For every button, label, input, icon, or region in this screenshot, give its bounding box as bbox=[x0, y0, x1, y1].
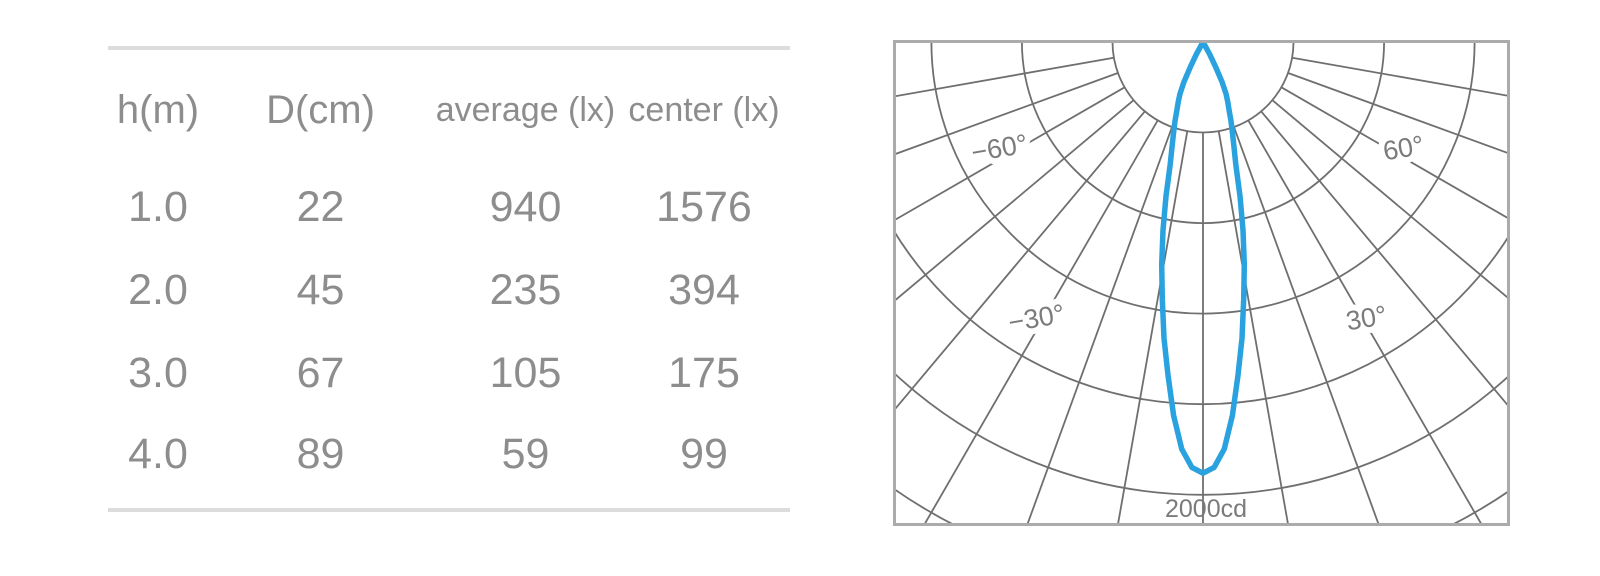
intensity-ring bbox=[893, 487, 1510, 526]
table-header-row: h(m) D(cm) average (lx) center (lx) bbox=[108, 85, 790, 135]
column-header: h(m) bbox=[116, 88, 200, 132]
angle-grid-line bbox=[893, 86, 1126, 223]
angle-grid-line bbox=[893, 56, 1114, 98]
angle-grid-line bbox=[893, 99, 1135, 304]
beam-intensity-curve bbox=[1158, 40, 1248, 476]
table-cell: 59 bbox=[501, 430, 550, 478]
angle-grid-line bbox=[1233, 126, 1381, 526]
table-cell: 1.0 bbox=[128, 183, 188, 231]
table-cell: 4.0 bbox=[128, 430, 188, 478]
angle-grid-line bbox=[1217, 131, 1290, 526]
angle-grid-line bbox=[893, 72, 1119, 156]
table-row: 3.0 67 105 175 bbox=[108, 348, 790, 398]
table-top-rule bbox=[108, 46, 790, 50]
angle-label: 60° bbox=[1381, 130, 1426, 167]
table-cell: 22 bbox=[296, 183, 345, 231]
table-bottom-rule bbox=[108, 508, 790, 512]
max-ring-label: 2000cd bbox=[1165, 495, 1247, 523]
intensity-ring bbox=[893, 370, 1510, 496]
polar-chart-svg: −60° 60° −30° 30° 2000cd bbox=[893, 40, 1510, 526]
angle-grid-line bbox=[1287, 72, 1510, 155]
table-cell: 3.0 bbox=[128, 349, 188, 397]
table-cell: 235 bbox=[489, 266, 562, 314]
table-cell: 67 bbox=[296, 349, 345, 397]
angle-grid-line bbox=[922, 119, 1159, 526]
polar-distribution-chart: −60° 60° −30° 30° 2000cd bbox=[893, 40, 1510, 526]
table-row: 2.0 45 235 394 bbox=[108, 265, 790, 315]
angle-label: −60° bbox=[969, 128, 1030, 167]
angle-grid-line bbox=[1116, 131, 1189, 526]
chart-frame-border bbox=[893, 40, 1510, 526]
angle-grid-line bbox=[1292, 56, 1510, 98]
table-cell: 99 bbox=[680, 430, 728, 478]
angle-grid-line bbox=[1025, 126, 1173, 526]
table-cell: 394 bbox=[668, 266, 740, 314]
polar-grid bbox=[893, 40, 1510, 526]
table-cell: 45 bbox=[296, 266, 345, 314]
angle-grid-line bbox=[1260, 110, 1510, 410]
table-cell: 940 bbox=[489, 183, 562, 231]
angle-label: −30° bbox=[1006, 298, 1067, 337]
table-cell: 1576 bbox=[656, 183, 752, 231]
angle-grid-line bbox=[1280, 86, 1510, 221]
table-cell: 175 bbox=[668, 349, 740, 397]
angle-grid-line bbox=[893, 110, 1146, 413]
column-header: average (lx) bbox=[435, 91, 616, 129]
column-header: center (lx) bbox=[628, 91, 780, 129]
table-cell: 89 bbox=[296, 430, 345, 478]
table-cell: 2.0 bbox=[128, 266, 188, 314]
table-cell: 105 bbox=[489, 349, 562, 397]
table-row: 4.0 89 59 99 bbox=[108, 429, 790, 479]
angle-grid-line bbox=[1247, 119, 1484, 526]
angle-label: 30° bbox=[1344, 300, 1389, 337]
angle-grid-line bbox=[1271, 99, 1510, 301]
column-header: D(cm) bbox=[266, 88, 375, 132]
table-row: 1.0 22 940 1576 bbox=[108, 182, 790, 232]
